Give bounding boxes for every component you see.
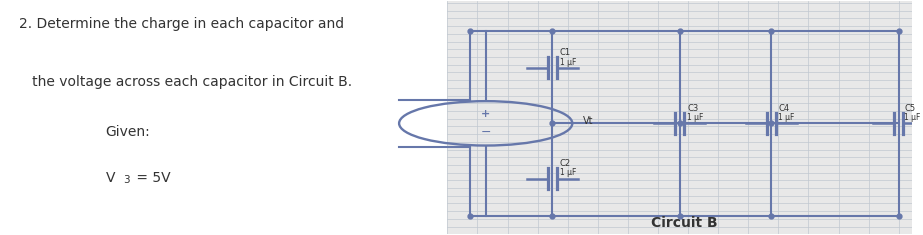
Text: C1: C1 xyxy=(559,48,570,57)
Text: = 5V: = 5V xyxy=(132,171,171,185)
Text: 1 μF: 1 μF xyxy=(905,113,920,122)
Text: 1 μF: 1 μF xyxy=(778,113,795,122)
Text: C4: C4 xyxy=(778,104,789,113)
Text: Vt: Vt xyxy=(583,116,593,126)
Text: 1 μF: 1 μF xyxy=(559,58,576,67)
Text: C3: C3 xyxy=(688,104,699,113)
Text: +: + xyxy=(481,109,490,119)
Text: C2: C2 xyxy=(559,159,570,168)
Bar xyxy=(448,1,912,234)
Text: 3: 3 xyxy=(123,175,129,185)
Text: 1 μF: 1 μF xyxy=(688,113,703,122)
Text: C5: C5 xyxy=(905,104,916,113)
Text: the voltage across each capacitor in Circuit B.: the voltage across each capacitor in Cir… xyxy=(19,75,352,90)
Text: Given:: Given: xyxy=(105,125,150,138)
Text: Circuit B: Circuit B xyxy=(651,216,718,230)
Text: V: V xyxy=(105,171,115,185)
Text: −: − xyxy=(481,126,491,139)
Text: 1 μF: 1 μF xyxy=(559,168,576,177)
Text: 2. Determine the charge in each capacitor and: 2. Determine the charge in each capacito… xyxy=(19,17,344,31)
